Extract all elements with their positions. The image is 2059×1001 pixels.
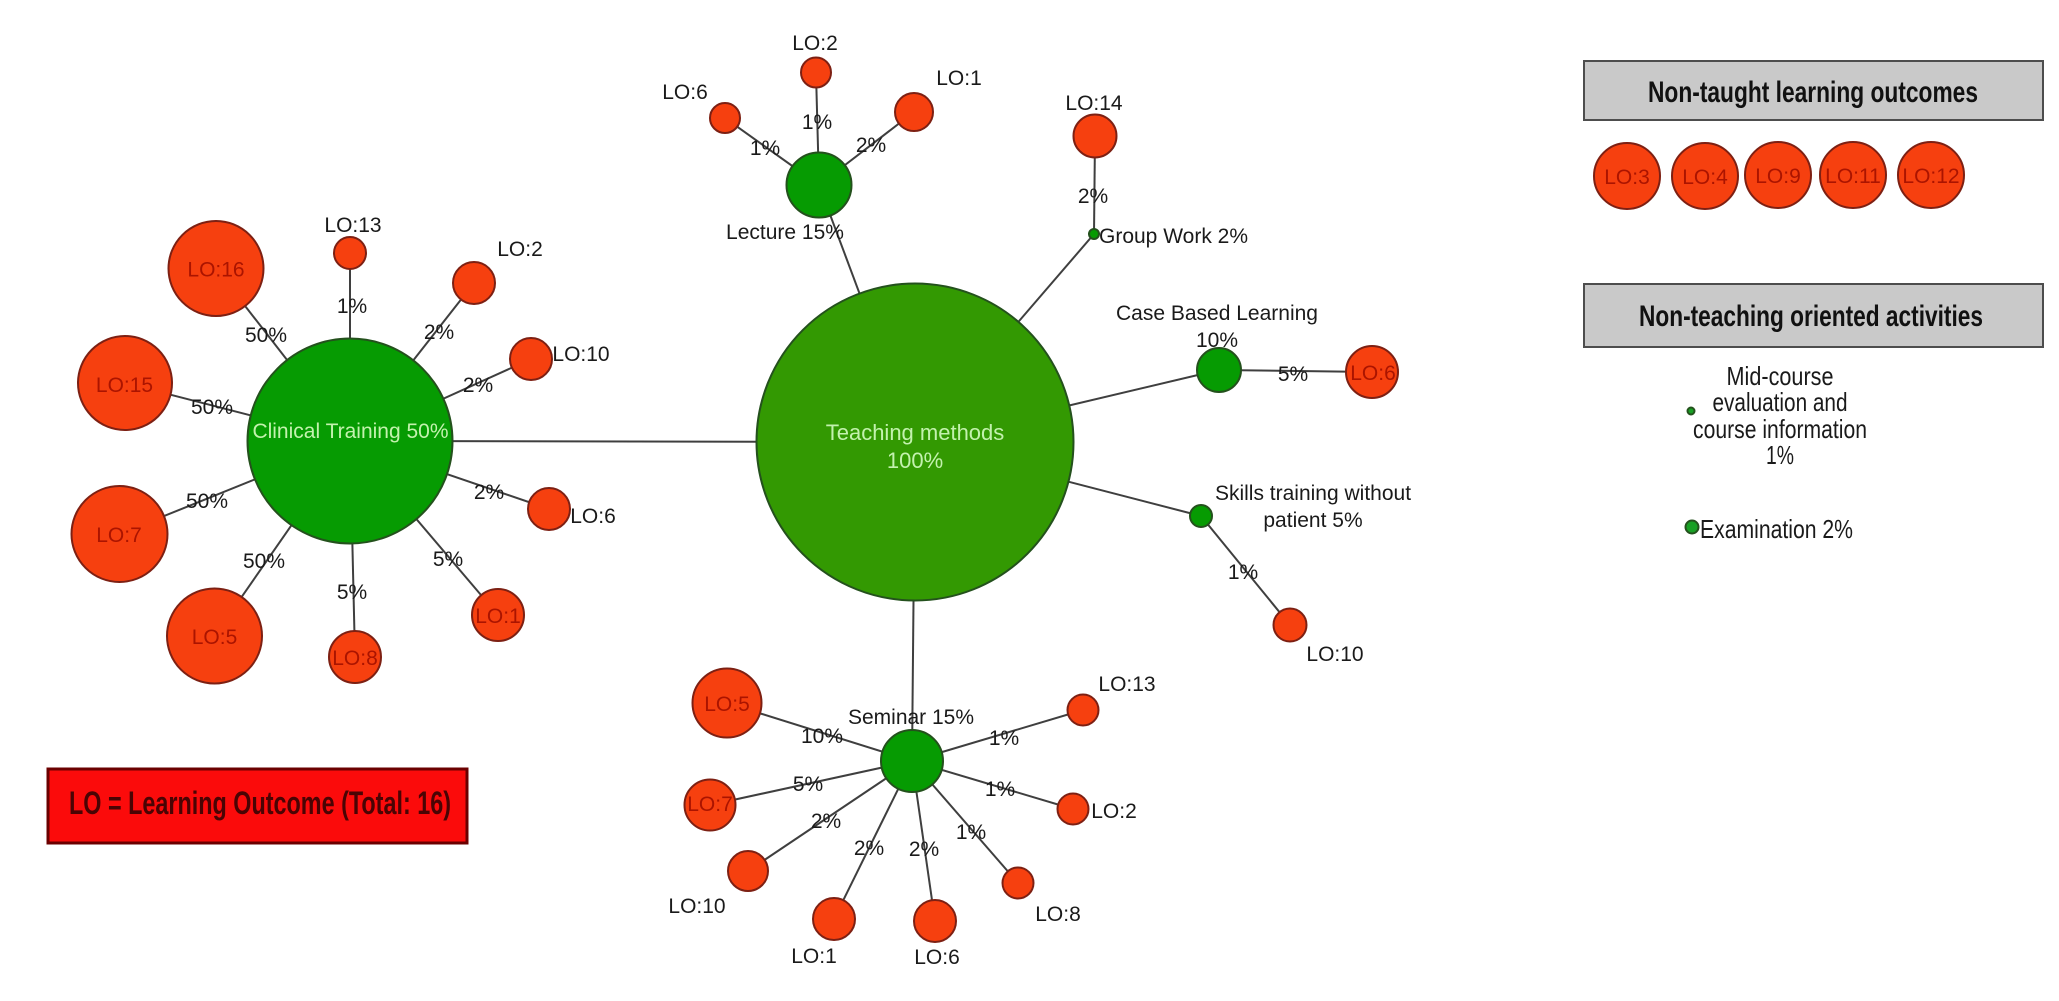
svg-text:Examination 2%: Examination 2% bbox=[1700, 514, 1853, 544]
svg-text:2%: 2% bbox=[856, 134, 886, 157]
svg-text:Skills training without: Skills training without bbox=[1215, 482, 1411, 505]
svg-text:1%: 1% bbox=[1766, 440, 1794, 470]
svg-text:1%: 1% bbox=[750, 137, 780, 160]
svg-text:100%: 100% bbox=[887, 448, 943, 473]
svg-text:LO = Learning Outcome (Total:: LO = Learning Outcome (Total: 16) bbox=[69, 785, 451, 821]
svg-text:LO:8: LO:8 bbox=[332, 647, 378, 670]
svg-text:LO:6: LO:6 bbox=[662, 81, 708, 104]
svg-text:LO:6: LO:6 bbox=[570, 505, 616, 528]
svg-text:LO:7: LO:7 bbox=[96, 524, 142, 547]
svg-text:1%: 1% bbox=[1228, 561, 1258, 584]
svg-text:1%: 1% bbox=[956, 821, 986, 844]
svg-text:50%: 50% bbox=[186, 490, 228, 513]
svg-text:LO:6: LO:6 bbox=[914, 946, 960, 969]
svg-text:50%: 50% bbox=[243, 550, 285, 573]
svg-text:LO:10: LO:10 bbox=[552, 343, 609, 366]
svg-text:10%: 10% bbox=[801, 725, 843, 748]
svg-text:LO:11: LO:11 bbox=[1825, 165, 1881, 188]
svg-text:patient 5%: patient 5% bbox=[1263, 509, 1362, 532]
svg-text:LO:13: LO:13 bbox=[1098, 673, 1155, 696]
svg-text:Teaching methods: Teaching methods bbox=[826, 420, 1005, 445]
svg-text:LO:8: LO:8 bbox=[1035, 903, 1081, 926]
svg-text:LO:4: LO:4 bbox=[1682, 166, 1728, 189]
svg-text:2%: 2% bbox=[909, 838, 939, 861]
svg-text:Group Work 2%: Group Work 2% bbox=[1099, 225, 1248, 248]
svg-text:LO:15: LO:15 bbox=[96, 374, 153, 397]
svg-text:Seminar 15%: Seminar 15% bbox=[848, 706, 974, 729]
svg-text:LO:9: LO:9 bbox=[1755, 165, 1801, 188]
svg-text:LO:5: LO:5 bbox=[192, 626, 238, 649]
svg-text:LO:14: LO:14 bbox=[1065, 92, 1123, 115]
svg-text:LO:3: LO:3 bbox=[1604, 166, 1650, 189]
svg-text:LO:2: LO:2 bbox=[792, 32, 838, 55]
svg-text:LO:1: LO:1 bbox=[791, 945, 837, 968]
svg-text:1%: 1% bbox=[989, 727, 1019, 750]
svg-text:LO:1: LO:1 bbox=[936, 67, 982, 90]
svg-text:LO:12: LO:12 bbox=[1902, 165, 1959, 188]
svg-text:evaluation and: evaluation and bbox=[1713, 387, 1848, 417]
svg-text:LO:13: LO:13 bbox=[324, 214, 381, 237]
svg-text:LO:1: LO:1 bbox=[475, 605, 521, 628]
svg-text:Mid-course: Mid-course bbox=[1727, 361, 1834, 391]
svg-text:Case Based Learning: Case Based Learning bbox=[1116, 302, 1318, 325]
svg-text:50%: 50% bbox=[245, 324, 287, 347]
svg-text:Non-teaching oriented activiti: Non-teaching oriented activities bbox=[1639, 300, 1983, 333]
svg-text:5%: 5% bbox=[337, 581, 367, 604]
svg-text:2%: 2% bbox=[424, 321, 454, 344]
svg-text:LO:2: LO:2 bbox=[1091, 800, 1137, 823]
svg-text:2%: 2% bbox=[811, 810, 841, 833]
svg-text:1%: 1% bbox=[802, 111, 832, 134]
svg-text:2%: 2% bbox=[474, 481, 504, 504]
svg-text:5%: 5% bbox=[793, 773, 823, 796]
svg-text:Non-taught learning outcomes: Non-taught learning outcomes bbox=[1648, 76, 1978, 109]
svg-text:2%: 2% bbox=[854, 837, 884, 860]
svg-text:LO:5: LO:5 bbox=[704, 693, 750, 716]
svg-text:2%: 2% bbox=[463, 374, 493, 397]
svg-text:5%: 5% bbox=[1278, 363, 1308, 386]
svg-text:LO:10: LO:10 bbox=[1306, 643, 1363, 666]
svg-text:1%: 1% bbox=[337, 295, 367, 318]
svg-text:LO:16: LO:16 bbox=[187, 259, 244, 282]
svg-text:2%: 2% bbox=[1078, 185, 1108, 208]
svg-text:course information: course information bbox=[1693, 414, 1867, 444]
svg-text:10%: 10% bbox=[1196, 329, 1238, 352]
svg-text:LO:6: LO:6 bbox=[1350, 362, 1396, 385]
svg-text:5%: 5% bbox=[433, 548, 463, 571]
svg-text:Clinical Training 50%: Clinical Training 50% bbox=[252, 420, 448, 443]
svg-text:50%: 50% bbox=[191, 396, 233, 419]
svg-text:LO:10: LO:10 bbox=[668, 895, 725, 918]
svg-text:Lecture 15%: Lecture 15% bbox=[726, 221, 844, 244]
svg-text:1%: 1% bbox=[985, 778, 1015, 801]
svg-text:LO:7: LO:7 bbox=[687, 793, 733, 816]
svg-text:LO:2: LO:2 bbox=[497, 238, 543, 261]
